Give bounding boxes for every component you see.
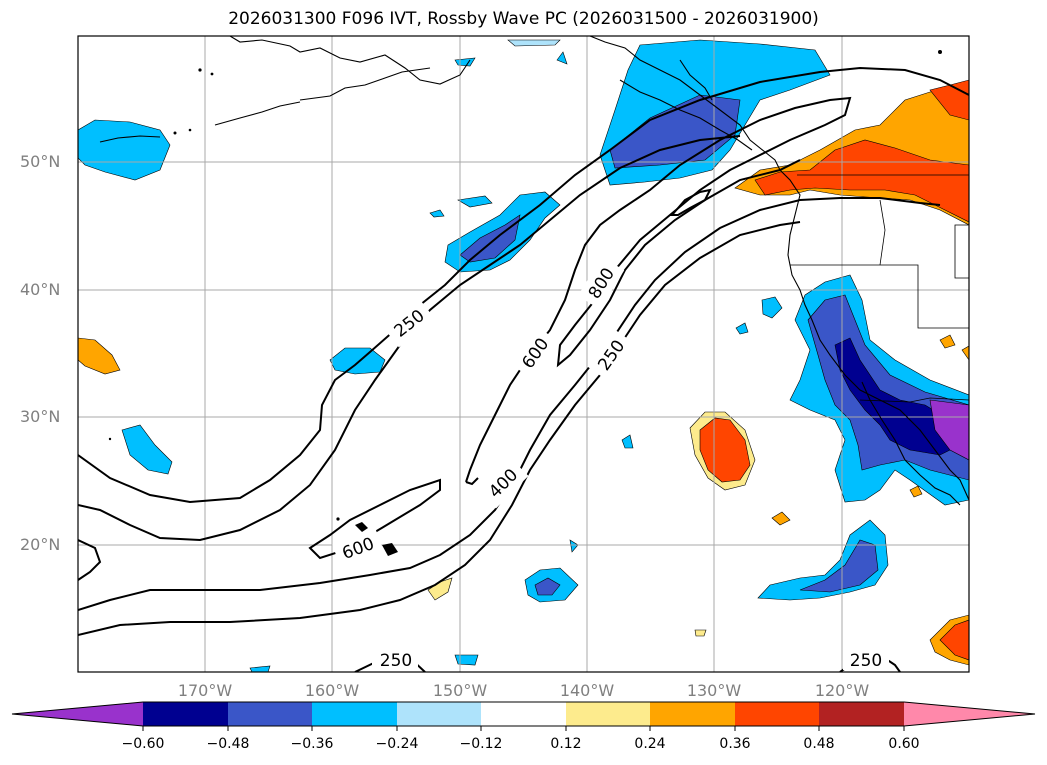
political-boundaries [790,174,969,403]
contour-labels: 250 800 600 250 400 600 250 250 [332,256,889,671]
contour-label: 250 [850,651,882,671]
colorbar-bin [819,702,904,726]
colorbar-tick-label: 0.60 [888,736,920,752]
latitude-label: 20°N [20,535,61,554]
colorbar-tick-label: −0.36 [290,736,334,752]
colorbar-tick-label: −0.60 [121,736,165,752]
colorbar-tick-label: 0.12 [550,736,582,752]
longitude-label: 150°W [432,681,488,700]
colorbar-tick-label: −0.24 [375,736,419,752]
colorbar-bin [312,702,397,726]
coastlines [99,36,969,506]
colorbar [11,701,1036,731]
colorbar-extend-under [12,702,143,726]
contour-label: 250 [380,651,412,671]
latitude-label: 40°N [20,280,61,299]
longitude-label: 120°W [814,681,870,700]
colorbar-bin [735,702,819,726]
colorbar-bin [228,702,312,726]
longitude-label: 130°W [686,681,742,700]
graticule [78,36,969,672]
longitude-label: 140°W [559,681,615,700]
anomaly-shading [78,39,969,672]
colorbar-tick-label: −0.12 [459,736,503,752]
map-title: 2026031300 F096 IVT, Rossby Wave PC (202… [228,9,819,29]
colorbar-bin [481,702,566,726]
latitude-label: 50°N [20,152,61,171]
colorbar-bin [143,702,228,726]
colorbar-bin [397,702,481,726]
colorbar-bin [566,702,650,726]
colorbar-extend-over [904,702,1035,726]
longitude-label: 170°W [177,681,233,700]
latitude-label: 30°N [20,407,61,426]
longitude-label: 160°W [304,681,360,700]
colorbar-tick-label: 0.48 [803,736,835,752]
islands [108,50,942,556]
colorbar-tick-label: 0.36 [719,736,751,752]
map-frame [77,35,970,673]
colorbar-tick-label: 0.24 [634,736,666,752]
colorbar-tick-label: −0.48 [206,736,250,752]
map-area: 250 800 600 250 400 600 250 250 [78,36,969,672]
colorbar-bin [650,702,735,726]
